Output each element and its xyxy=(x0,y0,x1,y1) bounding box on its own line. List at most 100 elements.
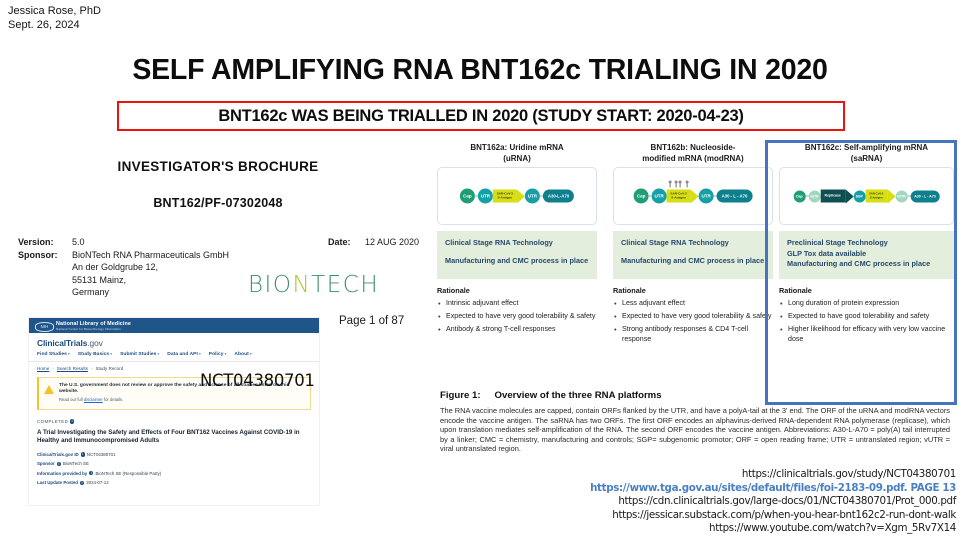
arrow-label-line-2: S-Antigen xyxy=(671,195,686,199)
rationale-label: Rationale xyxy=(613,286,646,295)
field-value: BioNTech SE xyxy=(63,461,89,467)
rna-construct-diagram: Cap UTR SAR-CoV-2 S-Antigen UTR xyxy=(437,167,597,225)
source-url-highlighted[interactable]: https://www.tga.gov.au/sites/default/fil… xyxy=(590,481,956,494)
byline-author: Jessica Rose, PhD xyxy=(8,5,101,17)
polya-tail-node: A30-L-A70 xyxy=(542,189,575,203)
panel-bnt162b: BNT162b: Nucleoside- modified mRNA (modR… xyxy=(613,143,773,348)
government-disclaimer-alert: The U.S. government does not review or a… xyxy=(37,377,311,410)
source-url[interactable]: https://clinicaltrials.gov/study/NCT0438… xyxy=(741,468,956,480)
info-icon[interactable]: i xyxy=(56,461,61,466)
version-value: 5.0 xyxy=(72,237,85,247)
arrow-head xyxy=(690,189,699,203)
panel-stage-band: Clinical Stage RNA Technology Manufactur… xyxy=(437,231,597,279)
breadcrumb-home[interactable]: Home xyxy=(37,366,50,371)
warning-triangle-icon xyxy=(44,385,54,394)
vutr-right-node: vUTR xyxy=(895,190,908,202)
arrow-label-line-1: SAR-CoV-2 xyxy=(670,191,687,196)
figure-title: Figure 1: Overview of the three RNA platf… xyxy=(440,390,662,401)
study-title: A Trial Investigating the Safety and Eff… xyxy=(37,429,300,444)
rna-construct: Cap UTR SAR-CoV-2 xyxy=(633,180,753,204)
utr-right-node: UTR xyxy=(698,188,714,204)
arrow-body: SAR-CoV-2 S-Antigen xyxy=(492,189,517,203)
address-line-2: 55131 Mainz, xyxy=(72,274,127,285)
source-url[interactable]: https://cdn.clinicaltrials.gov/large-doc… xyxy=(618,495,956,508)
nav-item-study-basics[interactable]: Study Basics xyxy=(78,352,112,357)
modification-mark-icon xyxy=(678,180,682,188)
arrow-body: SAR-CoV-2 S-Antigen xyxy=(865,189,888,203)
list-item: Strong antibody responses & CD4 T-cell r… xyxy=(613,325,773,344)
nav-item-policy[interactable]: Policy xyxy=(209,352,227,357)
figure-body-text: The RNA vaccine molecules are capped, co… xyxy=(440,406,950,454)
field-value: 2024-07-12 xyxy=(86,480,109,486)
bnt162c-highlight-frame xyxy=(765,140,957,405)
study-fields: ClinicalTrials.gov ID i NCT04380701 Spon… xyxy=(37,452,319,485)
sponsor-value: BioNTech RNA Pharmaceuticals GmbH xyxy=(72,249,230,260)
modification-mark-icon xyxy=(668,180,672,188)
stage-line-1: Clinical Stage RNA Technology xyxy=(621,238,729,247)
panel-heading: BNT162c: Self-amplifying mRNA (saRNA) xyxy=(779,143,954,165)
brochure-address-row-2: 55131 Mainz, xyxy=(0,275,436,288)
nih-banner: NIH National Library of Medicine Nationa… xyxy=(29,318,319,333)
rationale-list: Long duration of protein expression Expe… xyxy=(779,299,954,344)
stage-line-2: Manufacturing and CMC process in place xyxy=(621,255,765,265)
stage-spacer xyxy=(445,249,589,256)
panel-heading: BNT162a: Uridine mRNA (uRNA) xyxy=(437,143,597,165)
rationale-list: Intrinsic adjuvant effect Expected to ha… xyxy=(437,299,597,335)
nav-item-about[interactable]: About xyxy=(234,352,251,357)
rationale-label: Rationale xyxy=(779,286,812,295)
brochure-heading: INVESTIGATOR'S BROCHURE xyxy=(117,159,319,174)
list-item: Expected to have very good tolerability … xyxy=(437,312,597,322)
connector-line xyxy=(648,195,652,197)
site-nav: Find Studies Study Basics Submit Studies… xyxy=(29,351,319,362)
nih-title: National Library of Medicine xyxy=(56,320,131,327)
nct-id-annotation: NCT04380701 xyxy=(200,371,315,390)
breadcrumb-separator-icon: › xyxy=(90,366,93,371)
arrow-head xyxy=(516,189,525,203)
nav-item-find-studies[interactable]: Find Studies xyxy=(37,352,70,357)
disclaimer-link[interactable]: disclaimer xyxy=(83,397,103,402)
rationale-label: Rationale xyxy=(437,286,470,295)
utr-right-node: UTR xyxy=(524,188,540,204)
breadcrumb-separator-icon: › xyxy=(52,366,54,371)
panel-heading: BNT162b: Nucleoside- modified mRNA (modR… xyxy=(613,143,773,165)
info-icon[interactable]: i xyxy=(89,471,94,476)
arrow-head xyxy=(845,189,854,203)
investigator-brochure-cover: INVESTIGATOR'S BROCHURE BNT162/PF-073020… xyxy=(0,150,436,330)
info-icon[interactable]: i xyxy=(80,480,85,485)
biontech-logo-part-1: BIO xyxy=(248,272,293,298)
nav-item-submit-studies[interactable]: Submit Studies xyxy=(120,352,159,357)
panel-heading-line-2: modified mRNA (modRNA) xyxy=(642,153,744,163)
list-item: Higher likelihood for efficacy with very… xyxy=(779,325,954,344)
arrow-label: SAR-CoV-2 S-Antigen xyxy=(869,192,883,199)
brochure-address-row-1: An der Goldgrube 12, xyxy=(0,262,436,275)
field-label: Information provided by xyxy=(37,470,88,476)
callout-box: BNT162c WAS BEING TRIALLED IN 2020 (STUD… xyxy=(117,101,845,131)
arrow-body: Replicase xyxy=(820,189,846,203)
arrow-label-line-1: SAR-CoV-2 xyxy=(496,191,514,196)
list-item: Intrinsic adjuvant effect xyxy=(437,299,597,309)
field-label: Sponsor xyxy=(37,461,55,467)
alert-main-text: The U.S. government does not review or a… xyxy=(59,383,290,394)
site-brand: ClinicalTrials.gov xyxy=(37,338,319,348)
info-icon[interactable]: i xyxy=(70,419,75,424)
source-url[interactable]: https://jessicar.substack.com/p/when-you… xyxy=(612,508,956,521)
field-clinicaltrials-id: ClinicalTrials.gov ID i NCT04380701 xyxy=(37,452,319,457)
clinicaltrials-screenshot: NIH National Library of Medicine Nationa… xyxy=(29,318,319,505)
arrow-label-line-2: S-Antigen xyxy=(497,195,513,199)
stage-line-1: Clinical Stage RNA Technology xyxy=(445,238,553,247)
cap-node: Cap xyxy=(459,188,475,204)
list-item: Expected to have good tolerability and s… xyxy=(779,312,954,322)
breadcrumb-search-results[interactable]: Search Results xyxy=(56,366,88,371)
page-title: SELF AMPLIFYING RNA BNT162c TRIALING IN … xyxy=(132,54,828,86)
nav-item-data-and-api[interactable]: Data and API xyxy=(167,352,201,357)
arrow-label: SAR-CoV-2 S-Antigen xyxy=(670,192,686,199)
source-url[interactable]: https://www.youtube.com/watch?v=Xgm_5Rv7… xyxy=(709,522,956,535)
byline: Jessica Rose, PhD Sept. 26, 2024 xyxy=(8,4,101,32)
polya-tail-node: A30 - L - A70 xyxy=(716,189,753,203)
panel-heading-line-1: BNT162b: Nucleoside- xyxy=(650,143,736,152)
arrow-head xyxy=(887,189,896,203)
field-value: BioNTech SE (Responsible Party) xyxy=(95,470,162,476)
info-icon[interactable]: i xyxy=(80,452,85,457)
nih-logo: NIH xyxy=(35,321,54,332)
